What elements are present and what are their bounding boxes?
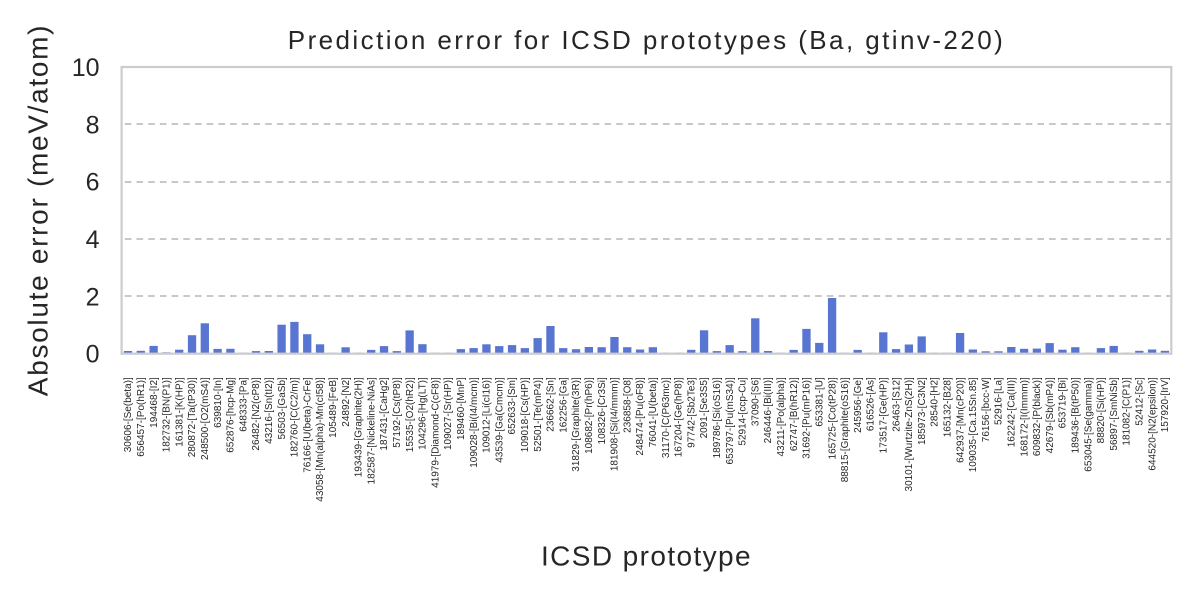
svg-text:236858-[O8]: 236858-[O8]	[622, 377, 633, 433]
svg-text:644520-[N2(epsilon)]: 644520-[N2(epsilon)]	[1147, 377, 1158, 471]
svg-text:656457-[Po(hR1)]: 656457-[Po(hR1)]	[136, 377, 147, 457]
svg-text:248500-[O2(mS4)]: 248500-[O2(mS4)]	[200, 377, 211, 460]
svg-text:0: 0	[86, 341, 100, 369]
svg-text:108682-[Pr(hP6)]: 108682-[Pr(hP6)]	[584, 377, 595, 454]
svg-text:43211-[Po(alpha)]: 43211-[Po(alpha)]	[776, 377, 787, 457]
svg-text:182587-[Nickeline-NiAs]: 182587-[Nickeline-NiAs]	[366, 377, 377, 484]
svg-text:88815-[Graphite(oS16)]: 88815-[Graphite(oS16)]	[840, 377, 851, 482]
svg-text:Absolute error (meV/atom): Absolute error (meV/atom)	[23, 24, 54, 396]
svg-text:181908-[Si(I4/mmm)]: 181908-[Si(I4/mmm)]	[610, 377, 621, 471]
svg-text:31692-[Pu(mP16)]: 31692-[Pu(mP16)]	[802, 377, 813, 459]
svg-text:52916-[La]: 52916-[La]	[994, 377, 1005, 425]
svg-text:104296-[Hg(LT)]: 104296-[Hg(LT)]	[418, 377, 429, 450]
svg-text:42679-[Sb(mP4)]: 42679-[Sb(mP4)]	[1045, 377, 1056, 453]
svg-text:76041-[U(beta)]: 76041-[U(beta)]	[648, 377, 659, 447]
svg-text:236662-[Sn]: 236662-[Sn]	[546, 377, 557, 432]
svg-text:189460-[MnP]: 189460-[MnP]	[456, 377, 467, 440]
svg-text:109027-[Sr(HP)]: 109027-[Sr(HP)]	[443, 377, 454, 450]
svg-text:616526-[As]: 616526-[As]	[866, 377, 877, 431]
svg-text:62747-[B(hR12)]: 62747-[B(hR12)]	[789, 377, 800, 451]
svg-text:2: 2	[86, 283, 100, 311]
svg-text:41979-[Diamond-C(cF8)]: 41979-[Diamond-C(cF8)]	[430, 377, 441, 488]
svg-text:6: 6	[86, 169, 100, 197]
svg-text:167204-[Ge(hP8)]: 167204-[Ge(hP8)]	[674, 377, 685, 457]
svg-text:2091-[Se3S5]: 2091-[Se3S5]	[699, 377, 710, 438]
svg-text:15535-[O2(hR2)]: 15535-[O2(hR2)]	[405, 377, 416, 452]
svg-text:52914-[ccp-Cu]: 52914-[ccp-Cu]	[738, 377, 749, 446]
svg-text:181082-[C(P1)]: 181082-[C(P1)]	[1122, 377, 1133, 446]
svg-text:187431-[CaHg2]: 187431-[CaHg2]	[379, 377, 390, 451]
svg-text:165725-[Co(tP28)]: 165725-[Co(tP28)]	[827, 377, 838, 459]
svg-text:280872-[Ta(tP30)]: 280872-[Ta(tP30)]	[187, 377, 198, 457]
svg-text:26463-[S12]: 26463-[S12]	[891, 377, 902, 432]
svg-text:10: 10	[72, 54, 100, 82]
svg-text:4: 4	[86, 226, 100, 254]
svg-text:182760-[C(C2/m)]: 182760-[C(C2/m)]	[290, 377, 301, 457]
svg-text:639810-[In]: 639810-[In]	[213, 377, 224, 428]
svg-text:652876-[hcp-Mg]: 652876-[hcp-Mg]	[226, 377, 237, 453]
svg-text:ICSD prototype: ICSD prototype	[541, 541, 752, 572]
svg-text:642937-[Mn(cP20)]: 642937-[Mn(cP20)]	[955, 377, 966, 463]
svg-text:76166-[U(beta)-CrFe]: 76166-[U(beta)-CrFe]	[302, 377, 313, 473]
svg-text:43216-[Sn(tI2)]: 43216-[Sn(tI2)]	[264, 377, 275, 444]
svg-text:31170-[C(P63mc)]: 31170-[C(P63mc)]	[661, 377, 672, 458]
svg-text:97742-[Sb2Te3]: 97742-[Sb2Te3]	[686, 377, 697, 448]
svg-text:162242-[Ca(III)]: 162242-[Ca(III)]	[1006, 377, 1017, 447]
svg-text:193439-[Graphite(2H)]: 193439-[Graphite(2H)]	[354, 377, 365, 477]
svg-text:173517-[Ge(HP)]: 173517-[Ge(HP)]	[878, 377, 889, 453]
svg-text:88820-[Si(HP)]: 88820-[Si(HP)]	[1096, 377, 1107, 443]
svg-text:30101-[Wurtzite-ZnS(2H)]: 30101-[Wurtzite-ZnS(2H)]	[904, 377, 915, 492]
svg-text:194468-[I2]: 194468-[I2]	[149, 377, 160, 428]
svg-text:162256-[Ga]: 162256-[Ga]	[558, 377, 569, 433]
svg-text:57192-[Cs(tP8)]: 57192-[Cs(tP8)]	[392, 377, 403, 448]
svg-text:105489-[FeB]: 105489-[FeB]	[328, 377, 339, 438]
svg-text:109012-[Li(cI16)]: 109012-[Li(cI16)]	[482, 377, 493, 453]
svg-text:108326-[Cr3Si]: 108326-[Cr3Si]	[597, 377, 608, 444]
svg-text:161381-[K(HP)]: 161381-[K(HP)]	[174, 377, 185, 447]
svg-text:653797-[Pu(mS34)]: 653797-[Pu(mS34)]	[725, 377, 736, 464]
svg-text:8: 8	[86, 111, 100, 139]
svg-text:52412-[Sc]: 52412-[Sc]	[1135, 377, 1146, 426]
svg-text:652633-[Sm]: 652633-[Sm]	[507, 377, 518, 434]
svg-text:30606-[Se(beta)]: 30606-[Se(beta)]	[123, 377, 134, 452]
svg-text:52501-[Te(mP4)]: 52501-[Te(mP4)]	[533, 377, 544, 452]
svg-text:189436-[B(tP50)]: 189436-[B(tP50)]	[1070, 377, 1081, 453]
svg-text:165132-[B28]: 165132-[B28]	[942, 377, 953, 437]
svg-text:245956-[Ge]: 245956-[Ge]	[853, 377, 864, 433]
svg-text:185973-[C3N2]: 185973-[C3N2]	[917, 377, 928, 445]
svg-text:248474-[Pu(oF8)]: 248474-[Pu(oF8)]	[635, 377, 646, 456]
svg-text:28540-[H2]: 28540-[H2]	[930, 377, 941, 427]
svg-text:43539-[Ga(Cmcm)]: 43539-[Ga(Cmcm)]	[494, 377, 505, 463]
svg-text:24892-[N2]: 24892-[N2]	[341, 377, 352, 427]
svg-text:26482-[N2(cP8)]: 26482-[N2(cP8)]	[251, 377, 262, 451]
svg-text:37090-[S6]: 37090-[S6]	[750, 377, 761, 426]
svg-text:31829-[Graphite(3R)]: 31829-[Graphite(3R)]	[571, 377, 582, 472]
svg-text:157920-[IrV]: 157920-[IrV]	[1160, 377, 1171, 432]
svg-text:56503-[GaSb]: 56503-[GaSb]	[277, 377, 288, 439]
svg-text:109035-[Ca.15Sn.85]: 109035-[Ca.15Sn.85]	[968, 377, 979, 472]
svg-text:246446-[Bi(III)]: 246446-[Bi(III)]	[763, 377, 774, 443]
svg-text:653381-[U]: 653381-[U]	[814, 377, 825, 427]
svg-text:653045-[Se(gamma)]: 653045-[Se(gamma)]	[1083, 377, 1094, 472]
svg-text:56897-[SmNiSb]: 56897-[SmNiSb]	[1109, 377, 1120, 451]
svg-text:648333-[Pa]: 648333-[Pa]	[238, 377, 249, 432]
svg-text:182732-[BN(P1)]: 182732-[BN(P1)]	[162, 377, 173, 452]
svg-text:189786-[Si(oS16)]: 189786-[Si(oS16)]	[712, 377, 723, 458]
svg-text:653719-[Bi]: 653719-[Bi]	[1058, 377, 1069, 428]
svg-text:168172-[I(Immm)]: 168172-[I(Immm)]	[1019, 377, 1030, 457]
svg-text:109028-[Bi(I4/mcm)]: 109028-[Bi(I4/mcm)]	[469, 377, 480, 468]
svg-text:76156-[bcc-W]: 76156-[bcc-W]	[981, 377, 992, 442]
svg-text:43058-[Mn(alpha)-Mn(cI58)]: 43058-[Mn(alpha)-Mn(cI58)]	[315, 377, 326, 502]
svg-text:109018-[Cs(HP)]: 109018-[Cs(HP)]	[520, 377, 531, 452]
svg-text:Prediction error for ICSD prot: Prediction error for ICSD prototypes (Ba…	[288, 25, 1005, 55]
svg-text:609832-[P(black)]: 609832-[P(black)]	[1032, 377, 1043, 456]
